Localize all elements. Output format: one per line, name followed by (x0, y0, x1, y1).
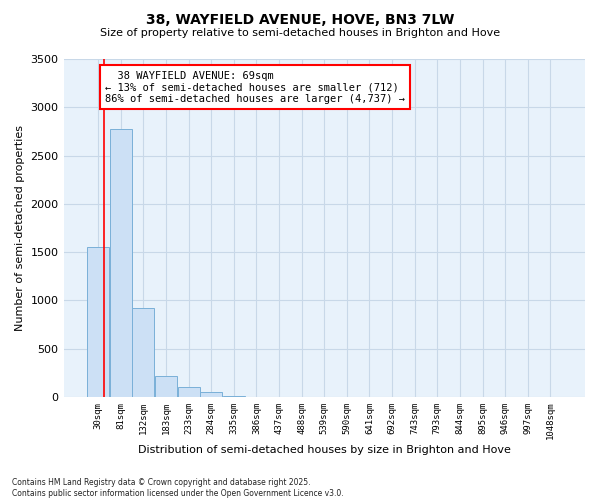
Bar (200, 392, 222, 397)
Bar (133, 308, 154, 397)
Bar (110, 128, 132, 397)
Bar (155, 376, 177, 397)
Text: Size of property relative to semi-detached houses in Brighton and Hove: Size of property relative to semi-detach… (100, 28, 500, 38)
X-axis label: Distribution of semi-detached houses by size in Brighton and Hove: Distribution of semi-detached houses by … (138, 445, 511, 455)
Bar (223, 396, 245, 397)
Text: 38 WAYFIELD AVENUE: 69sqm
← 13% of semi-detached houses are smaller (712)
86% of: 38 WAYFIELD AVENUE: 69sqm ← 13% of semi-… (105, 70, 405, 104)
Bar (87, 248, 109, 397)
Text: Contains HM Land Registry data © Crown copyright and database right 2025.
Contai: Contains HM Land Registry data © Crown c… (12, 478, 344, 498)
Text: 38, WAYFIELD AVENUE, HOVE, BN3 7LW: 38, WAYFIELD AVENUE, HOVE, BN3 7LW (146, 12, 454, 26)
Y-axis label: Number of semi-detached properties: Number of semi-detached properties (15, 125, 25, 331)
Bar (178, 388, 200, 397)
